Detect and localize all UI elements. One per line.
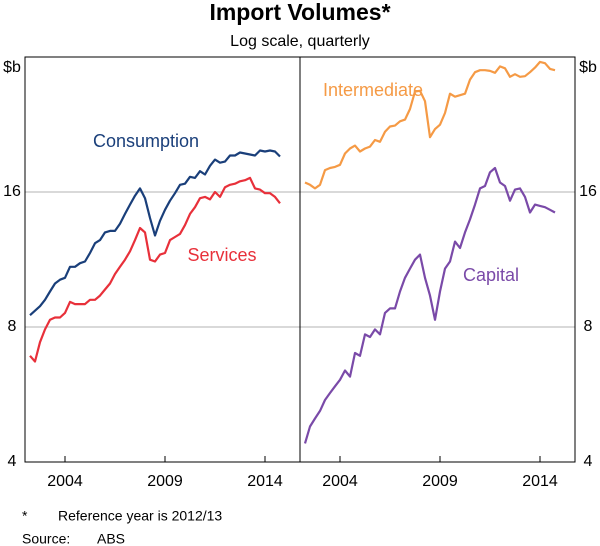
x-tick-label: 2009	[422, 473, 458, 490]
plot-frame	[299, 56, 576, 463]
series-label: Intermediate	[323, 80, 423, 100]
footnote-marker: *	[22, 508, 28, 524]
x-tick-label: 2014	[247, 473, 283, 490]
chart-title: Import Volumes*	[209, 0, 390, 25]
y-tick-label: 4	[584, 453, 593, 470]
chart-subtitle: Log scale, quarterly	[230, 33, 370, 50]
y-tick-label: 16	[3, 183, 21, 200]
series-line	[304, 60, 556, 190]
plot-frame	[24, 56, 301, 463]
y-axis-unit: $b	[579, 59, 597, 76]
series-line	[29, 149, 281, 317]
source-label: Source:	[22, 531, 70, 546]
y-axis-unit: $b	[3, 59, 21, 76]
x-tick-label: 2004	[47, 473, 83, 490]
y-tick-label: 16	[579, 183, 597, 200]
series-label: Consumption	[93, 131, 199, 151]
series-label: Services	[187, 245, 256, 265]
y-tick-label: 4	[8, 453, 17, 470]
x-tick-label: 2004	[322, 473, 358, 490]
footnote-text: Reference year is 2012/13	[58, 508, 222, 524]
series-label: Capital	[463, 265, 519, 285]
x-tick-label: 2014	[522, 473, 558, 490]
y-tick-label: 8	[584, 318, 593, 335]
y-tick-label: 8	[8, 318, 17, 335]
series-line	[303, 166, 556, 444]
x-tick-label: 2009	[147, 473, 183, 490]
series-line	[29, 176, 281, 363]
source-text: ABS	[97, 531, 125, 546]
